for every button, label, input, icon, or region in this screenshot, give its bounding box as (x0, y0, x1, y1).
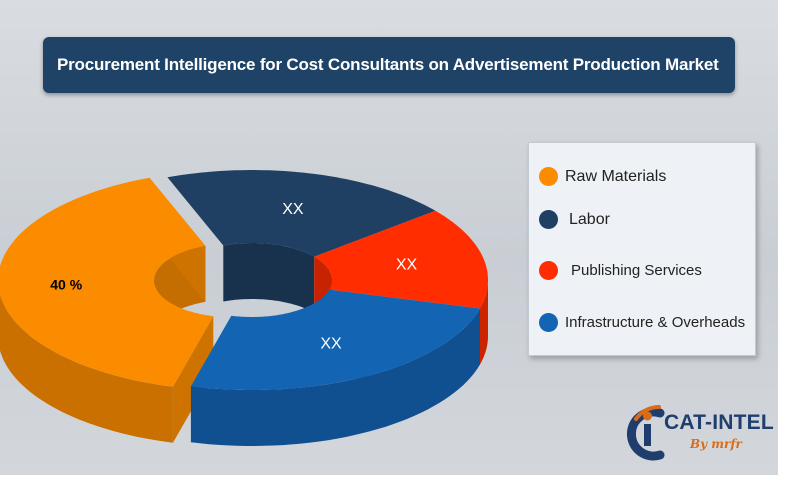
data-label-labor: XX (282, 201, 304, 218)
end-wall-raw-materials-0 (172, 316, 214, 443)
legend-label-infrastructure: Infrastructure & Overheads (565, 314, 746, 331)
logo-mark-icon (626, 404, 665, 461)
outer-wall-publishing-services-0 (480, 280, 488, 365)
data-label-raw-materials: 40 % (50, 276, 82, 292)
page-title: Procurement Intelligence for Cost Consul… (57, 55, 719, 74)
outer-wall-raw-materials-0 (0, 294, 173, 443)
logo-wordmark: CAT-INTEL (664, 411, 774, 434)
data-label-publishing-services: XX (396, 257, 418, 274)
legend-label-raw-materials: Raw Materials (565, 167, 667, 185)
chart-legend: Raw Materials Labor Publishing Services … (528, 142, 756, 356)
outer-wall-infrastructure-overheads-0 (190, 308, 480, 446)
legend-swatch-raw-materials (539, 167, 558, 186)
cat-intel-logo: CAT-INTEL By mrfr (626, 397, 776, 467)
legend-label-labor: Labor (569, 210, 610, 228)
legend-item-labor: Labor (539, 210, 610, 229)
slice-infrastructure-overheads (190, 289, 480, 390)
slice-labor (167, 170, 436, 257)
legend-swatch-infrastructure (539, 313, 558, 332)
legend-swatch-publishing-services (539, 261, 558, 280)
legend-item-infrastructure: Infrastructure & Overheads (539, 313, 745, 332)
logo-subtitle: By mrfr (690, 437, 742, 451)
slice-publishing-services (314, 210, 488, 309)
inner-wall-labor-0 (223, 243, 315, 313)
legend-swatch-labor (539, 210, 558, 229)
slice-raw-materials (0, 177, 214, 387)
title-banner: Procurement Intelligence for Cost Consul… (43, 37, 735, 93)
legend-item-publishing-services: Publishing Services (539, 261, 702, 280)
legend-label-publishing-services: Publishing Services (571, 262, 702, 279)
data-label-infrastructure-overheads: XX (320, 336, 342, 353)
legend-item-raw-materials: Raw Materials (539, 167, 666, 186)
